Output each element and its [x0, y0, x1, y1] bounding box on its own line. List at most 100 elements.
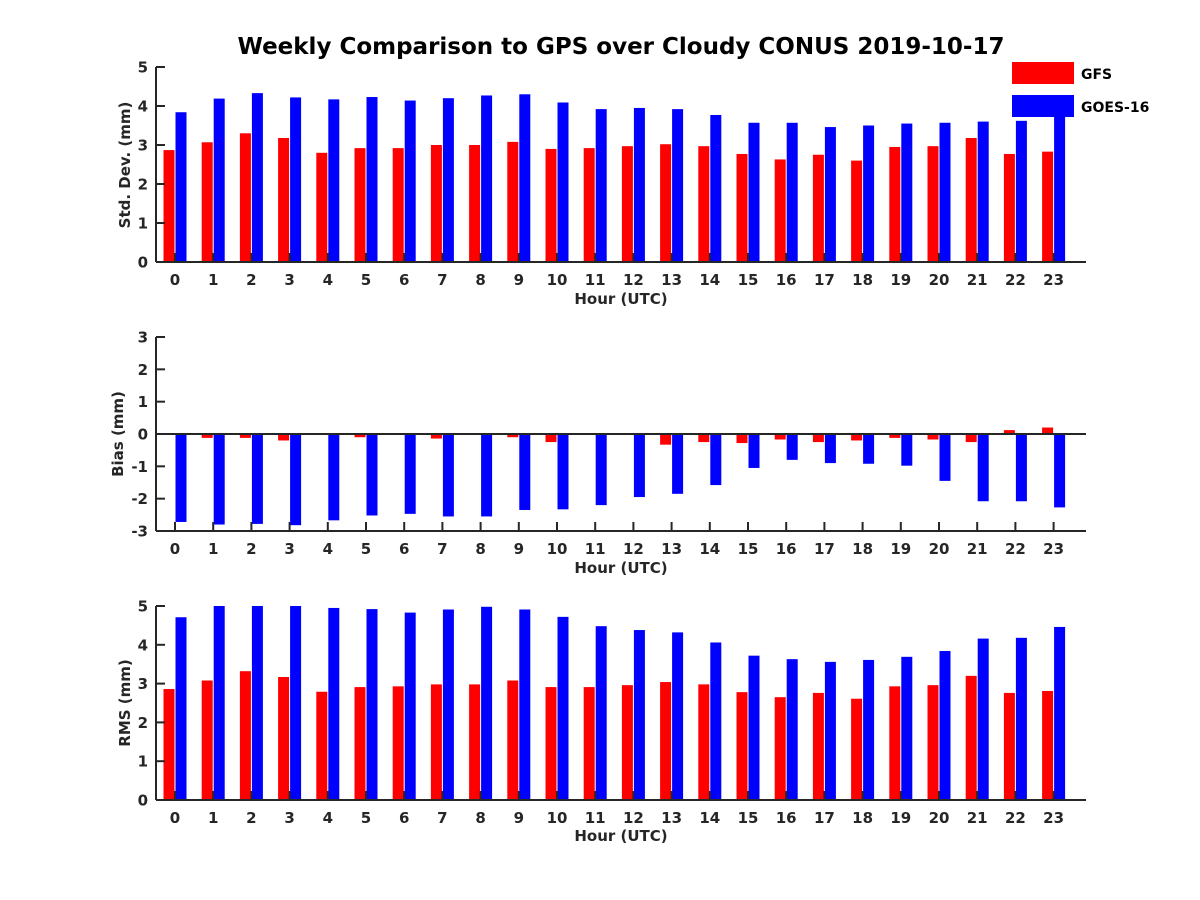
x-tick-label: 11: [585, 540, 606, 558]
bar-goes16-hour-0: [175, 434, 187, 522]
x-tick-label: 21: [967, 809, 988, 827]
y-tick-label: 0: [138, 426, 148, 444]
x-tick-label: 19: [890, 809, 911, 827]
bar-gfs-hour-19: [889, 686, 901, 800]
bar-goes16-hour-13: [672, 109, 684, 263]
legend-swatch-gfs: [1012, 62, 1074, 84]
bar-goes16-hour-10: [557, 616, 569, 800]
x-tick-label: 6: [399, 809, 409, 827]
bar-goes16-hour-14: [710, 642, 722, 800]
x-tick-label: 12: [623, 271, 644, 289]
x-tick-label: 15: [738, 809, 759, 827]
bar-gfs-hour-18: [851, 160, 863, 262]
bar-goes16-hour-4: [328, 607, 340, 800]
x-tick-label: 2: [246, 540, 256, 558]
bar-goes16-hour-5: [366, 97, 378, 262]
x-tick-label: 1: [208, 809, 218, 827]
y-tick-label: 3: [138, 137, 148, 155]
bar-gfs-hour-1: [201, 434, 213, 438]
bar-goes16-hour-12: [633, 630, 645, 800]
bar-goes16-hour-17: [824, 661, 836, 800]
bar-gfs-hour-10: [545, 687, 557, 800]
bar-goes16-hour-23: [1054, 434, 1066, 508]
bar-goes16-hour-18: [863, 434, 875, 464]
x-tick-label: 18: [852, 809, 873, 827]
x-tick-label: 17: [814, 271, 835, 289]
x-tick-label: 10: [547, 809, 568, 827]
bar-goes16-hour-10: [557, 434, 569, 510]
bar-gfs-hour-2: [239, 434, 251, 438]
bar-gfs-hour-13: [660, 144, 672, 262]
bar-goes16-hour-17: [824, 127, 836, 262]
bar-goes16-hour-0: [175, 617, 187, 800]
bar-gfs-hour-4: [316, 152, 328, 262]
bar-goes16-hour-6: [404, 612, 416, 800]
bar-goes16-hour-0: [175, 112, 187, 263]
x-tick-label: 6: [399, 540, 409, 558]
bar-gfs-hour-6: [392, 686, 404, 800]
bias-xlabel: Hour (UTC): [574, 559, 667, 577]
x-tick-label: 5: [361, 271, 371, 289]
x-tick-label: 23: [1043, 271, 1064, 289]
x-tick-label: 13: [661, 540, 682, 558]
x-tick-label: 9: [514, 809, 524, 827]
x-tick-label: 19: [890, 271, 911, 289]
x-tick-label: 4: [323, 540, 333, 558]
chart-title: Weekly Comparison to GPS over Cloudy CON…: [238, 34, 1005, 60]
bar-goes16-hour-4: [328, 434, 340, 521]
bar-goes16-hour-19: [901, 434, 913, 466]
bar-goes16-hour-8: [481, 434, 493, 517]
bar-goes16-hour-10: [557, 102, 569, 263]
bar-gfs-hour-12: [621, 146, 633, 262]
bar-gfs-hour-18: [851, 434, 863, 441]
x-tick-label: 7: [437, 809, 447, 827]
bar-goes16-hour-9: [519, 94, 531, 262]
bar-gfs-hour-5: [354, 434, 366, 438]
y-tick-label: 4: [138, 636, 148, 654]
x-tick-label: 19: [890, 540, 911, 558]
bar-goes16-hour-21: [977, 638, 989, 800]
bar-gfs-hour-12: [621, 685, 633, 800]
bar-gfs-hour-11: [583, 687, 595, 800]
bar-goes16-hour-18: [863, 125, 875, 262]
bar-goes16-hour-5: [366, 434, 378, 516]
bar-goes16-hour-20: [939, 651, 951, 800]
x-tick-label: 14: [699, 540, 720, 558]
bar-goes16-hour-6: [404, 100, 416, 262]
bar-gfs-hour-1: [201, 680, 213, 800]
bar-gfs-hour-8: [469, 145, 481, 262]
y-tick-label: 1: [138, 393, 148, 411]
bar-goes16-hour-14: [710, 114, 722, 262]
bar-gfs-hour-16: [774, 434, 786, 440]
bar-goes16-hour-7: [442, 609, 454, 800]
bar-goes16-hour-9: [519, 434, 531, 510]
bar-gfs-hour-22: [1003, 692, 1015, 800]
bar-goes16-hour-5: [366, 609, 378, 800]
bar-goes16-hour-2: [251, 434, 263, 524]
x-tick-label: 5: [361, 809, 371, 827]
bar-goes16-hour-12: [633, 434, 645, 498]
x-tick-label: 8: [475, 540, 485, 558]
y-tick-label: 5: [138, 598, 148, 616]
x-tick-label: 5: [361, 540, 371, 558]
bar-gfs-hour-0: [163, 150, 175, 262]
x-tick-label: 22: [1005, 271, 1026, 289]
std-dev-ylabel: Std. Dev. (mm): [116, 102, 134, 229]
bar-gfs-hour-21: [965, 137, 977, 262]
bar-goes16-hour-15: [748, 122, 760, 263]
x-tick-label: 21: [967, 540, 988, 558]
bar-gfs-hour-15: [736, 153, 748, 262]
bar-gfs-hour-5: [354, 148, 366, 262]
bar-goes16-hour-11: [595, 434, 607, 506]
bar-gfs-hour-20: [927, 146, 939, 262]
rms-ylabel: RMS (mm): [116, 659, 134, 746]
y-tick-label: 1: [138, 753, 148, 771]
bar-goes16-hour-8: [481, 606, 493, 800]
bar-gfs-hour-17: [812, 434, 824, 443]
bar-goes16-hour-17: [824, 434, 836, 464]
bar-gfs-hour-3: [278, 434, 290, 441]
x-tick-label: 3: [284, 271, 294, 289]
bar-goes16-hour-11: [595, 109, 607, 263]
bar-gfs-hour-20: [927, 685, 939, 800]
